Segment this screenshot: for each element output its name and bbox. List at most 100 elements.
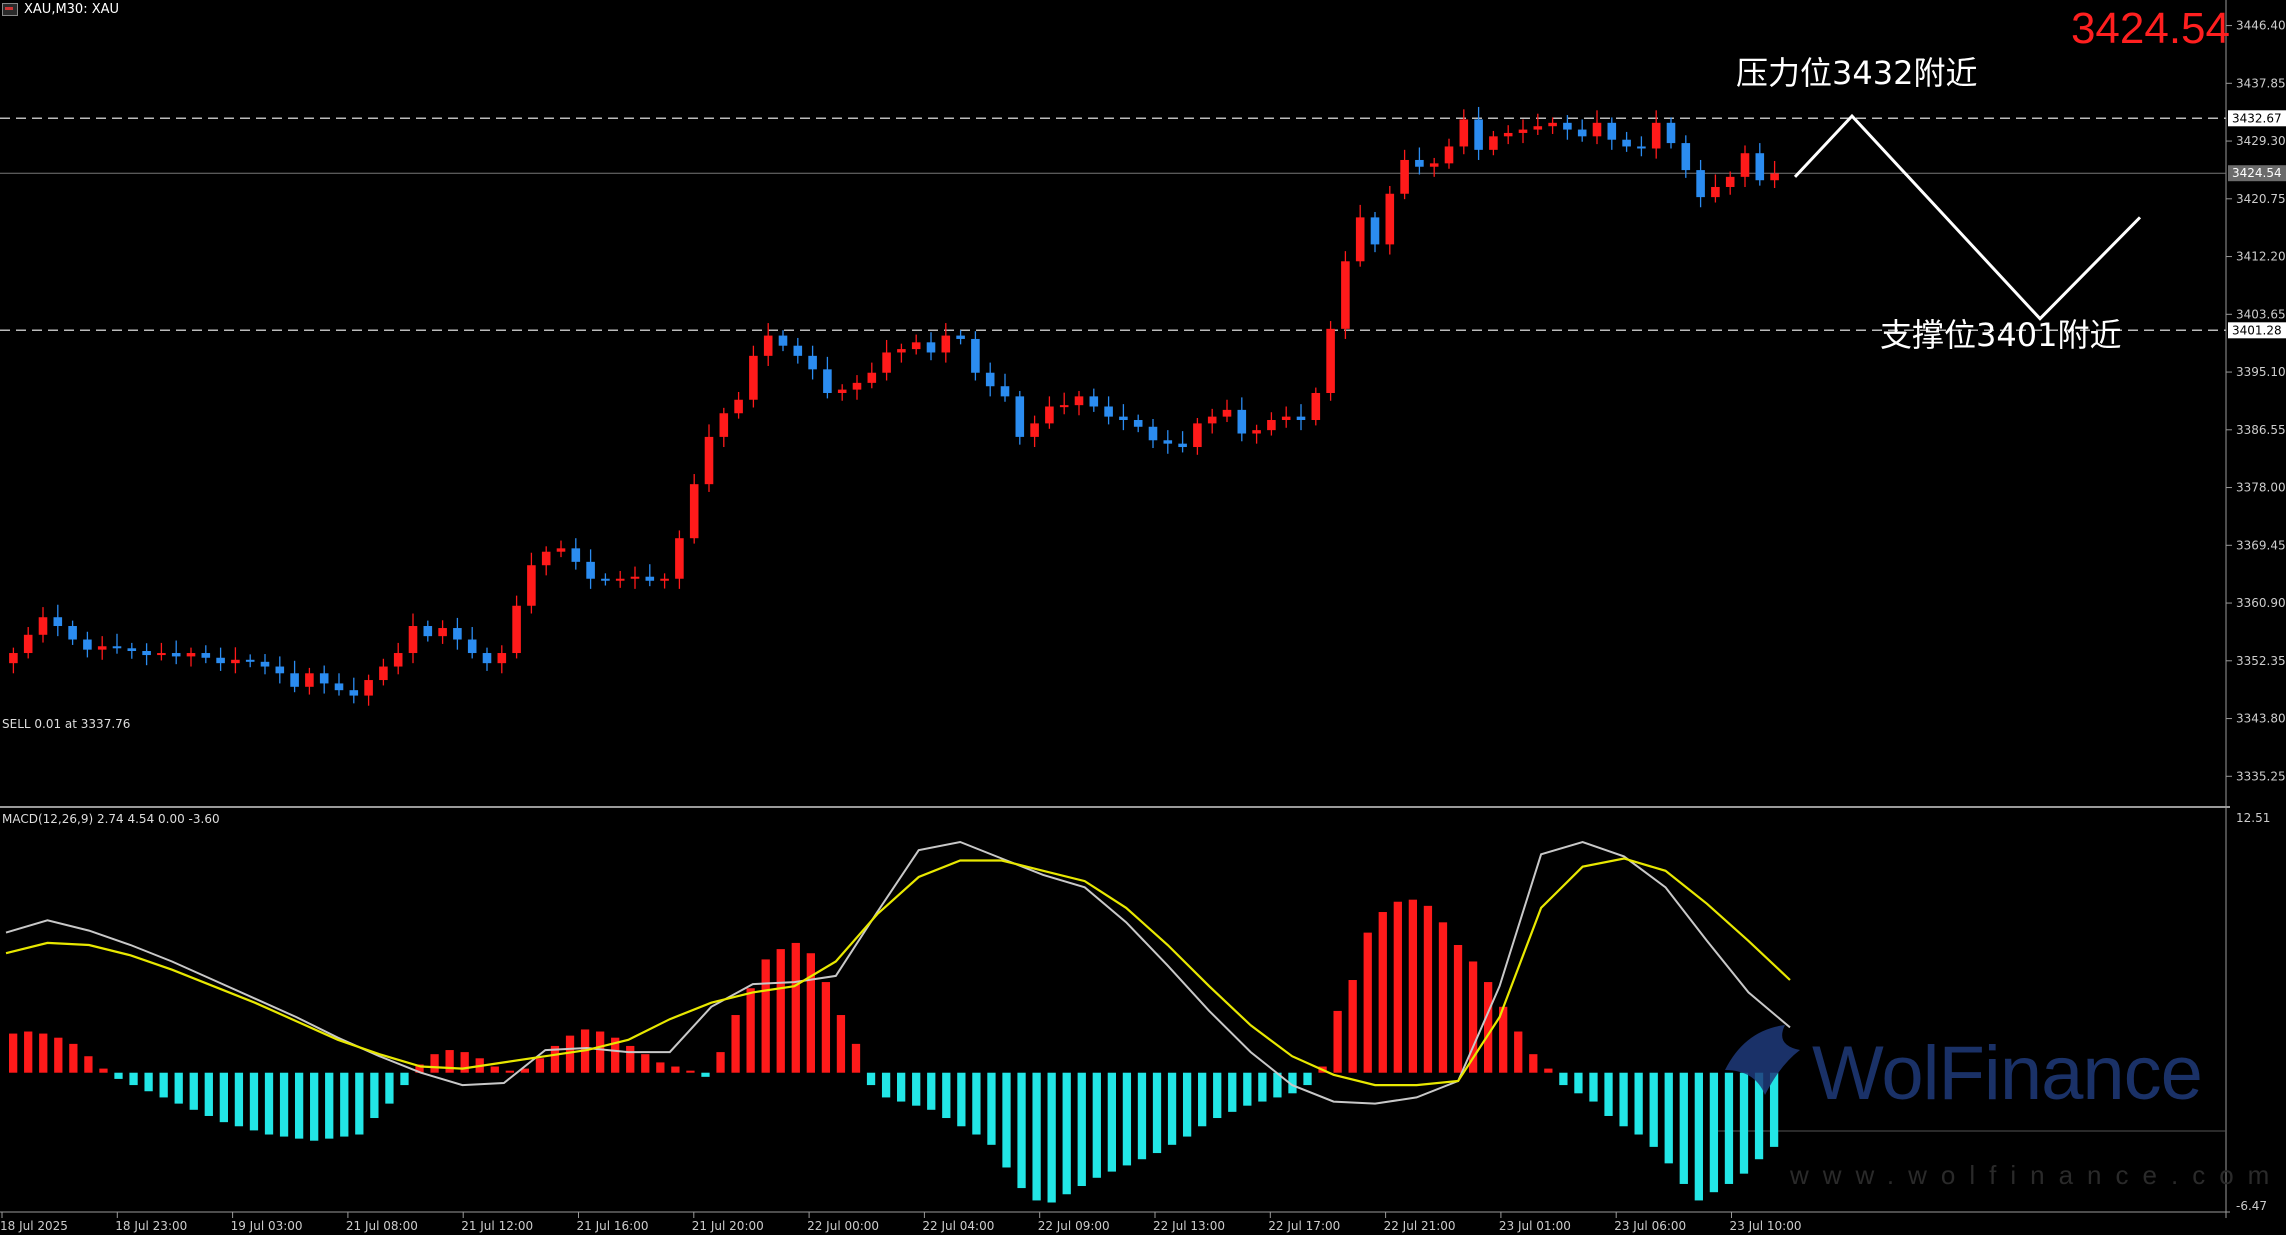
macd-histogram-bar (1017, 1072, 1026, 1189)
candle-bull (157, 653, 166, 656)
time-axis-label: 21 Jul 16:00 (577, 1219, 649, 1233)
candle-bear (423, 626, 433, 637)
candle-bull (615, 578, 625, 581)
candle-bear (1370, 217, 1380, 245)
time-axis-label: 19 Jul 03:00 (231, 1219, 303, 1233)
macd-histogram-bar (1258, 1072, 1267, 1102)
candle-bear (275, 666, 285, 674)
time-axis-label: 18 Jul 23:00 (115, 1219, 187, 1233)
candle-bear (1104, 406, 1113, 417)
macd-histogram-bar (776, 949, 785, 1073)
candle-bull (1222, 409, 1232, 417)
candle-bear (1681, 143, 1691, 171)
candle-bear (1415, 159, 1424, 167)
current-price-tag-label: 3424.54 (2232, 166, 2282, 180)
candle-bear (112, 646, 122, 649)
candle-bear (1119, 416, 1128, 421)
candle-bull (1193, 423, 1202, 448)
price-axis-label: 3420.75 (2236, 192, 2286, 206)
watermark-brand: WolFinance (1812, 1031, 2203, 1116)
time-axis-label: 22 Jul 09:00 (1038, 1219, 1110, 1233)
candle-bear (482, 653, 492, 664)
macd-histogram-bar (731, 1015, 740, 1073)
candle-bear (171, 653, 181, 657)
price-axis-label: 3429.30 (2236, 134, 2286, 148)
macd-histogram-bar (174, 1072, 183, 1104)
macd-histogram-bar (1348, 980, 1357, 1073)
candle-bull (763, 335, 773, 356)
candle-bear (571, 548, 581, 562)
candle-bull (1459, 119, 1469, 147)
time-axis-label: 21 Jul 12:00 (461, 1219, 533, 1233)
macd-histogram-bar (1077, 1072, 1086, 1187)
macd-histogram-bar (1167, 1072, 1177, 1145)
macd-histogram-bar (1664, 1072, 1673, 1164)
macd-histogram-bar (626, 1045, 635, 1073)
macd-histogram-bar (1122, 1072, 1132, 1166)
time-axis-label: 22 Jul 13:00 (1153, 1219, 1225, 1233)
macd-histogram-bar (1393, 901, 1402, 1073)
macd-histogram-bar (430, 1054, 439, 1073)
candle-bull (1548, 122, 1557, 127)
candle-bull (1400, 159, 1409, 194)
candle-bull (1533, 126, 1543, 130)
candle-bull (897, 349, 906, 353)
candle-bear (586, 561, 595, 579)
candle-bear (467, 639, 477, 654)
macd-histogram-bar (1213, 1072, 1222, 1119)
candle-bull (882, 352, 891, 373)
macd-histogram-bar (1604, 1072, 1613, 1116)
candle-bull (1770, 173, 1779, 181)
macd-histogram-bar (1363, 932, 1372, 1073)
candle-bull (911, 342, 921, 350)
macd-histogram-bar (1649, 1072, 1658, 1147)
candle-bear (956, 335, 965, 339)
macd-histogram-bar (881, 1072, 891, 1098)
macd-histogram-bar (1574, 1072, 1583, 1094)
macd-histogram-bar (1243, 1072, 1252, 1106)
candle-bear (1622, 139, 1631, 147)
macd-histogram-bar (912, 1072, 921, 1106)
candle-bear (245, 659, 255, 662)
resistance-annotation: 压力位3432附近 (1736, 54, 1978, 92)
macd-histogram-bar (1559, 1072, 1568, 1086)
macd-histogram-bar (249, 1072, 259, 1131)
macd-histogram-bar (69, 1043, 78, 1073)
candle-bear (1015, 396, 1025, 437)
macd-histogram-bar (1769, 1072, 1779, 1147)
macd-histogram-bar (1453, 944, 1463, 1073)
candle-bear (1474, 119, 1483, 150)
candle-bull (1267, 420, 1276, 431)
candle-bear (1089, 396, 1099, 407)
macd-histogram-bar (1333, 1010, 1342, 1073)
symbol-info: XAU,M30: XAU (24, 2, 120, 17)
macd-line (5, 840, 1791, 1105)
candle-bull (527, 565, 536, 606)
time-axis-label: 22 Jul 17:00 (1268, 1219, 1340, 1233)
macd-histogram-bar (234, 1072, 244, 1127)
candle-bull (1252, 430, 1261, 434)
macd-histogram-bar (1273, 1072, 1282, 1098)
candle-bear (645, 576, 655, 581)
macd-histogram-bar (54, 1037, 63, 1073)
candle-bull (1489, 136, 1498, 150)
candle-bear (778, 335, 788, 346)
candle-bear (1296, 416, 1306, 421)
macd-histogram-bar (490, 1066, 499, 1073)
macd-histogram-bar (1032, 1072, 1041, 1201)
candle-bear (201, 653, 211, 658)
macd-histogram-bar (716, 1052, 725, 1073)
macd-histogram-bar (1182, 1072, 1192, 1137)
candle-bear (334, 683, 344, 691)
macd-histogram-bar (219, 1072, 228, 1123)
macd-histogram-bar (415, 1064, 424, 1073)
candle-bear (808, 355, 817, 370)
macd-histogram-bar (686, 1070, 695, 1073)
candle-bull (1207, 416, 1217, 424)
macd-histogram-bar (1288, 1072, 1297, 1094)
candle-bear (53, 617, 63, 627)
macd-histogram-bar (1754, 1072, 1764, 1160)
macd-histogram-bar (1499, 1006, 1508, 1073)
macd-histogram-bar (99, 1068, 108, 1073)
